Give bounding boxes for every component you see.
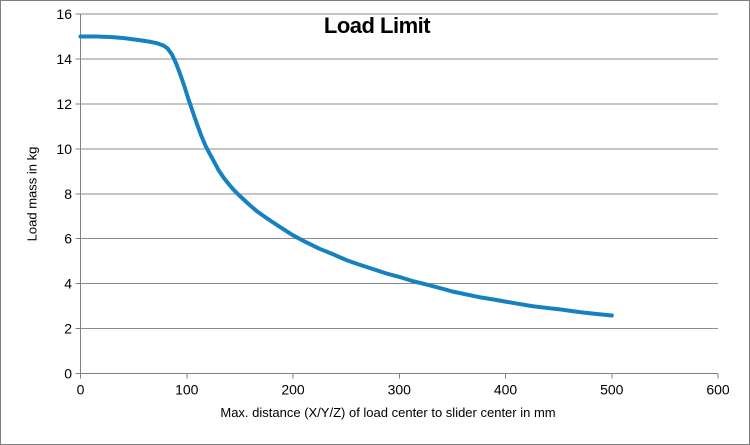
x-axis-title: Max. distance (X/Y/Z) of load center to … (220, 405, 556, 420)
x-tick-label: 400 (494, 382, 518, 398)
y-tick-label: 12 (56, 96, 72, 112)
y-tick-label: 6 (64, 231, 72, 247)
y-tick-label: 14 (56, 51, 72, 67)
x-tick-label: 300 (388, 382, 412, 398)
x-tick-label: 0 (77, 382, 85, 398)
load-limit-curve (78, 34, 614, 318)
y-tick-label: 16 (56, 6, 72, 22)
y-tick-label: 4 (64, 276, 72, 292)
y-tick-label: 8 (64, 186, 72, 202)
y-tick-label: 0 (64, 366, 72, 382)
x-tick-label: 600 (706, 382, 730, 398)
y-axis-title: Load mass in kg (24, 146, 40, 242)
y-tick-label: 10 (56, 141, 72, 157)
x-tick-label: 500 (600, 382, 624, 398)
x-tick-label: 200 (281, 382, 305, 398)
x-tick-label: 100 (175, 382, 199, 398)
y-tick-label: 2 (64, 321, 72, 337)
chart-title: Load Limit (323, 13, 431, 38)
